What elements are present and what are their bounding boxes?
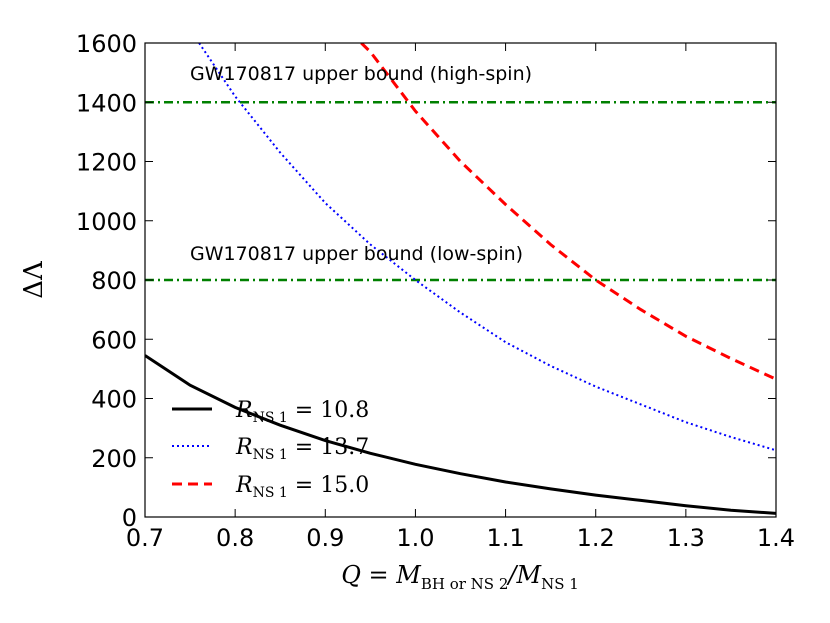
series-line-3: [360, 43, 776, 381]
x-tick-label: 1.0: [396, 524, 434, 552]
x-tick-label: 1.4: [757, 524, 795, 552]
legend-label-1: RNS 1 = 10.8: [235, 398, 369, 426]
legend: RNS 1 = 10.8 RNS 1 = 13.7 RNS 1 = 15.0: [172, 398, 369, 501]
series-line-2: [198, 43, 776, 452]
y-tick-label: 1600: [76, 30, 137, 58]
y-tick-label: 400: [91, 386, 137, 414]
x-tick-label: 0.8: [216, 524, 254, 552]
x-axis-label: Q = MBH or NS 2/MNS 1: [341, 561, 579, 593]
y-axis-label: ΔΛ: [19, 260, 49, 299]
annotation-high-spin: GW170817 upper bound (high-spin): [190, 63, 532, 85]
x-tick-label: 1.1: [486, 524, 524, 552]
y-tick-label: 600: [91, 326, 137, 354]
y-tick-label: 0: [122, 504, 137, 532]
annotation-low-spin: GW170817 upper bound (low-spin): [190, 243, 523, 265]
y-tick-label: 1200: [76, 149, 137, 177]
legend-label-3: RNS 1 = 15.0: [235, 473, 369, 501]
x-tick-label: 1.3: [667, 524, 705, 552]
y-tick-label: 200: [91, 445, 137, 473]
x-tick-label: 1.2: [577, 524, 615, 552]
x-tick-label: 0.7: [126, 524, 164, 552]
y-tick-label: 1400: [76, 89, 137, 117]
series-line-1: [145, 354, 776, 515]
y-tick-label: 1000: [76, 208, 137, 236]
series-lines: [145, 43, 776, 515]
legend-label-2: RNS 1 = 13.7: [235, 435, 369, 463]
axis-ticks: 0.7 0.8 0.9 1.0 1.1 1.2 1.3 1.4 0 200 400 600 800 100…: [76, 30, 795, 552]
x-tick-label: 0.9: [306, 524, 344, 552]
y-tick-label: 800: [91, 267, 137, 295]
